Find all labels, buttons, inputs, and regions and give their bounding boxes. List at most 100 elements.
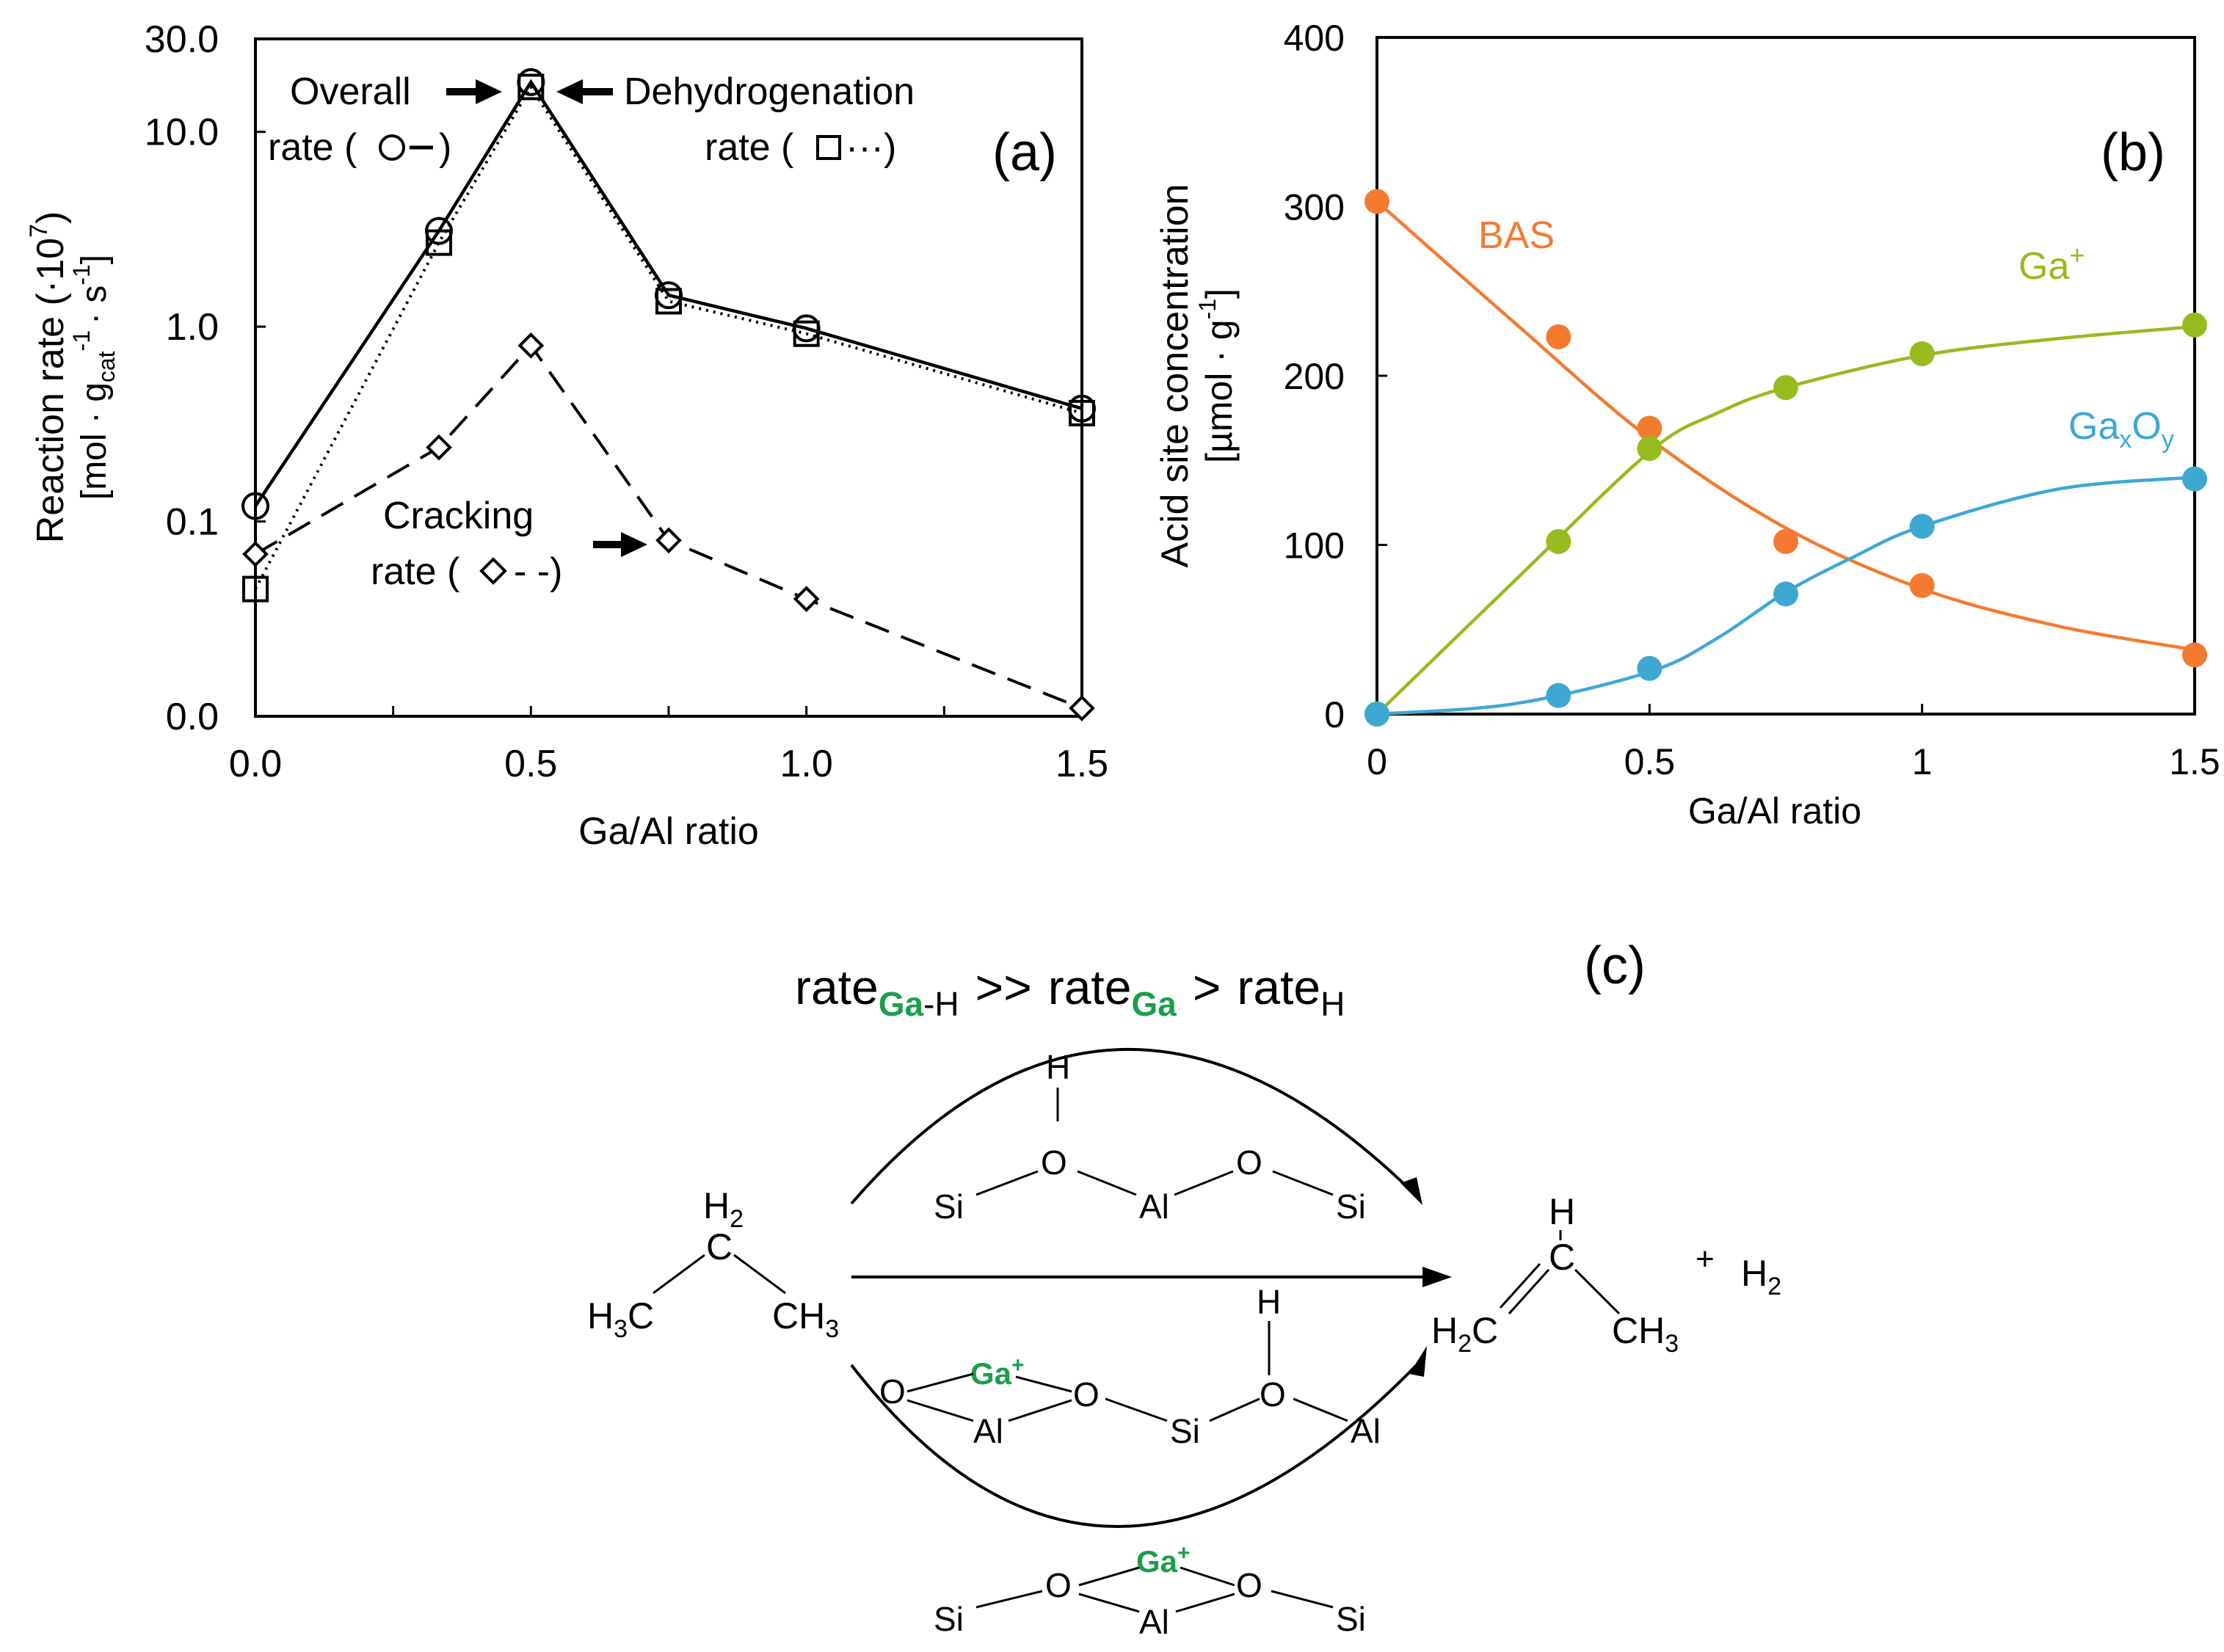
dual-h: H bbox=[1257, 1283, 1281, 1321]
panel-b-point bbox=[1909, 514, 1935, 539]
panel-b-point bbox=[1546, 324, 1571, 349]
panel-a-markers bbox=[241, 68, 1096, 721]
rate-ga-word: rate bbox=[1048, 960, 1132, 1014]
panel-a-ylabel-text: Reaction rate (·10 bbox=[29, 238, 72, 543]
legend-gaxoy-o: O bbox=[2132, 405, 2161, 448]
ga-site: Ga+ Si O Al O Si bbox=[934, 1541, 1366, 1641]
panel-b-point bbox=[1773, 375, 1798, 401]
propane-h3c-sub: 3 bbox=[614, 1315, 628, 1343]
dual-si: Si bbox=[1170, 1412, 1200, 1450]
upper-arrow-head-icon bbox=[1400, 1177, 1422, 1205]
propene-molecule: H C H2C CH3 + H2 bbox=[1431, 1191, 1781, 1358]
dual-al-right: Al bbox=[1351, 1412, 1381, 1450]
ga-site-si-right: Si bbox=[1336, 1600, 1366, 1638]
panel-a-line-square bbox=[254, 84, 1083, 590]
ga-site-si-left: Si bbox=[934, 1600, 964, 1638]
panel-a-square-marker bbox=[242, 575, 269, 603]
panel-a-x-axis-label: Ga/Al ratio bbox=[578, 810, 759, 853]
legend-gaxoy-y: y bbox=[2162, 426, 2174, 454]
legend-ga-plus-text: Ga bbox=[2018, 245, 2069, 288]
ga-site-ga-sup: + bbox=[1177, 1541, 1191, 1565]
panel-a-square-marker bbox=[425, 229, 452, 256]
panel-a-label: (a) bbox=[992, 123, 1057, 182]
svg-text:H2C: H2C bbox=[1431, 1310, 1498, 1358]
panel-a-y-tick-label: 30.0 bbox=[145, 18, 219, 61]
panel-a-ylabel2-c: ] bbox=[75, 255, 114, 264]
panel-b-point bbox=[1909, 572, 1935, 598]
legend-square-marker bbox=[816, 135, 841, 160]
panel-a-y-tick-label: 0.1 bbox=[166, 501, 219, 544]
legend-circle-marker bbox=[379, 134, 405, 161]
bas-si-left: Si bbox=[934, 1187, 964, 1226]
panel-a-square-marker bbox=[1069, 399, 1095, 426]
panel-b-point bbox=[1637, 415, 1662, 441]
panel-a-ylabel2-sup2: -1 bbox=[68, 264, 95, 285]
svg-text:[µmol · g-1]: [µmol · g-1] bbox=[1194, 288, 1240, 463]
panel-b-x-tick-label: 0.5 bbox=[1624, 741, 1676, 782]
panel-b-x-ticks: 0 0.5 1 1.5 bbox=[1367, 704, 2220, 782]
panel-a: 0.0 0.5 1.0 1.5 0.0 0.1 1.0 10.0 30.0 Ga/Al rat… bbox=[25, 18, 1108, 853]
bas-o-left: O bbox=[1041, 1143, 1067, 1182]
svg-text:CH3: CH3 bbox=[1612, 1310, 1679, 1358]
panel-a-square-marker bbox=[793, 320, 820, 347]
svg-text:H2: H2 bbox=[1741, 1253, 1781, 1300]
panel-a-diamond-marker bbox=[517, 332, 545, 359]
panel-a-square-marker bbox=[517, 73, 545, 101]
panel-b-ylabel-line1: Acid site concentration bbox=[1154, 183, 1196, 567]
svg-text:H2: H2 bbox=[703, 1185, 744, 1233]
straight-arrow-head-icon bbox=[1422, 1267, 1452, 1287]
dual-o-mid: O bbox=[1073, 1375, 1100, 1413]
panel-c-label: (c) bbox=[1584, 936, 1646, 995]
panel-a-y-tick-label: 0.0 bbox=[166, 696, 219, 738]
propane-h3c-h: H bbox=[587, 1295, 614, 1336]
dual-ga-text: Ga bbox=[970, 1356, 1012, 1391]
panel-b-points bbox=[1364, 189, 2207, 727]
panel-a-ylabel2-a: [mol · g bbox=[75, 382, 114, 500]
bas-al: Al bbox=[1139, 1187, 1169, 1226]
panel-b-ylabel2-text: [µmol · g bbox=[1199, 319, 1240, 463]
rate-gt: > bbox=[1193, 960, 1221, 1014]
panel-b-point bbox=[1364, 189, 1389, 214]
ga-site-o-right: O bbox=[1236, 1566, 1262, 1604]
panel-a-diamond-marker bbox=[1069, 695, 1095, 721]
panel-a-plot-frame bbox=[254, 37, 1083, 718]
panel-b-point bbox=[1546, 528, 1571, 554]
panel-a-diamond-marker bbox=[655, 527, 682, 554]
panel-a-y-ticks: 0.0 0.1 1.0 10.0 30.0 bbox=[145, 18, 266, 738]
propene-h2c-c: C bbox=[1472, 1310, 1498, 1351]
annotation-cracking-rate-text: rate ( bbox=[371, 550, 460, 593]
legend-gaxoy-x: x bbox=[2119, 426, 2132, 454]
propane-molecule: H2 C H3C CH3 bbox=[587, 1185, 839, 1343]
panel-b-y-tick-label: 100 bbox=[1284, 525, 1345, 567]
lower-arrow-head-icon bbox=[1409, 1346, 1427, 1377]
rate-h-word: rate bbox=[1237, 960, 1320, 1014]
svg-text:H3C: H3C bbox=[587, 1295, 654, 1343]
panel-a-ylabel2-b: · s bbox=[75, 285, 114, 324]
ga-site-ga: Ga+ bbox=[1136, 1541, 1191, 1579]
panel-b-ylabel2-close: ] bbox=[1199, 288, 1240, 299]
legend-bas: BAS bbox=[1478, 214, 1555, 257]
panel-b-point bbox=[2182, 312, 2207, 338]
rate-h-sub: H bbox=[1320, 985, 1345, 1023]
bas-si-right: Si bbox=[1336, 1187, 1366, 1226]
panel-b-point bbox=[1546, 683, 1571, 708]
arrow-right-icon bbox=[593, 532, 647, 557]
panel-b-x-tick-label: 1.5 bbox=[2169, 741, 2220, 782]
rate-ga-h-sub-ga: Ga bbox=[879, 985, 924, 1023]
panel-a-ylabel-close: ) bbox=[29, 211, 72, 224]
panel-a-y-tick-label: 1.0 bbox=[166, 306, 219, 349]
annotation-dehydrogenation-title: Dehydrogenation bbox=[624, 70, 915, 113]
propane-c: C bbox=[706, 1226, 733, 1267]
arrow-left-icon bbox=[556, 79, 613, 104]
panel-b-x-tick-label: 0 bbox=[1367, 741, 1387, 782]
panel-a-x-tick-label: 0.0 bbox=[229, 743, 282, 785]
panel-b-point bbox=[1909, 341, 1935, 367]
panel-a-ylabel2-sub: cat bbox=[93, 351, 120, 382]
panel-a-y-axis-label: Reaction rate (·107) [mol · gcat-1· s-1] bbox=[25, 211, 120, 543]
legend-ga-plus-sup: + bbox=[2069, 240, 2085, 270]
panel-a-ylabel2-sup1: -1 bbox=[68, 330, 95, 351]
propane-h: H bbox=[703, 1185, 730, 1226]
panel-a-series-lines bbox=[254, 79, 1083, 710]
panel-a-line-circle bbox=[254, 79, 1083, 507]
